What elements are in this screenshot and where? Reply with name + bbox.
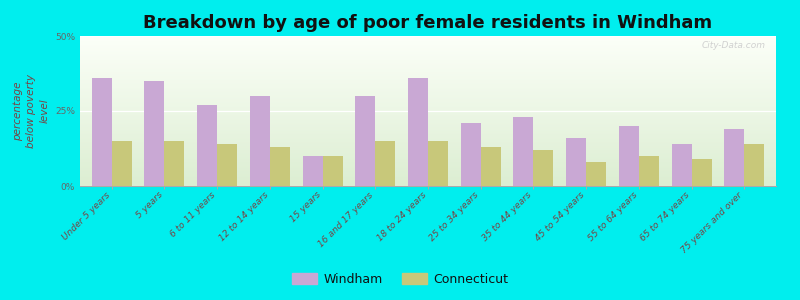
Bar: [672, 144, 692, 186]
Bar: [270, 147, 290, 186]
Bar: [322, 156, 342, 186]
Bar: [586, 162, 606, 186]
Bar: [619, 126, 639, 186]
Bar: [461, 123, 481, 186]
Y-axis label: percentage
below poverty
level: percentage below poverty level: [13, 74, 50, 148]
Bar: [375, 141, 395, 186]
Bar: [144, 81, 164, 186]
Bar: [92, 78, 112, 186]
Bar: [639, 156, 659, 186]
Bar: [744, 144, 765, 186]
Bar: [197, 105, 217, 186]
Bar: [217, 144, 237, 186]
Bar: [534, 150, 554, 186]
Legend: Windham, Connecticut: Windham, Connecticut: [287, 268, 513, 291]
Bar: [250, 96, 270, 186]
Bar: [355, 96, 375, 186]
Title: Breakdown by age of poor female residents in Windham: Breakdown by age of poor female resident…: [143, 14, 713, 32]
Bar: [724, 129, 744, 186]
Bar: [428, 141, 448, 186]
Bar: [692, 159, 712, 186]
Bar: [164, 141, 184, 186]
Bar: [302, 156, 322, 186]
Bar: [112, 141, 132, 186]
Bar: [566, 138, 586, 186]
Bar: [514, 117, 534, 186]
Bar: [408, 78, 428, 186]
Text: City-Data.com: City-Data.com: [702, 40, 766, 50]
Bar: [481, 147, 501, 186]
